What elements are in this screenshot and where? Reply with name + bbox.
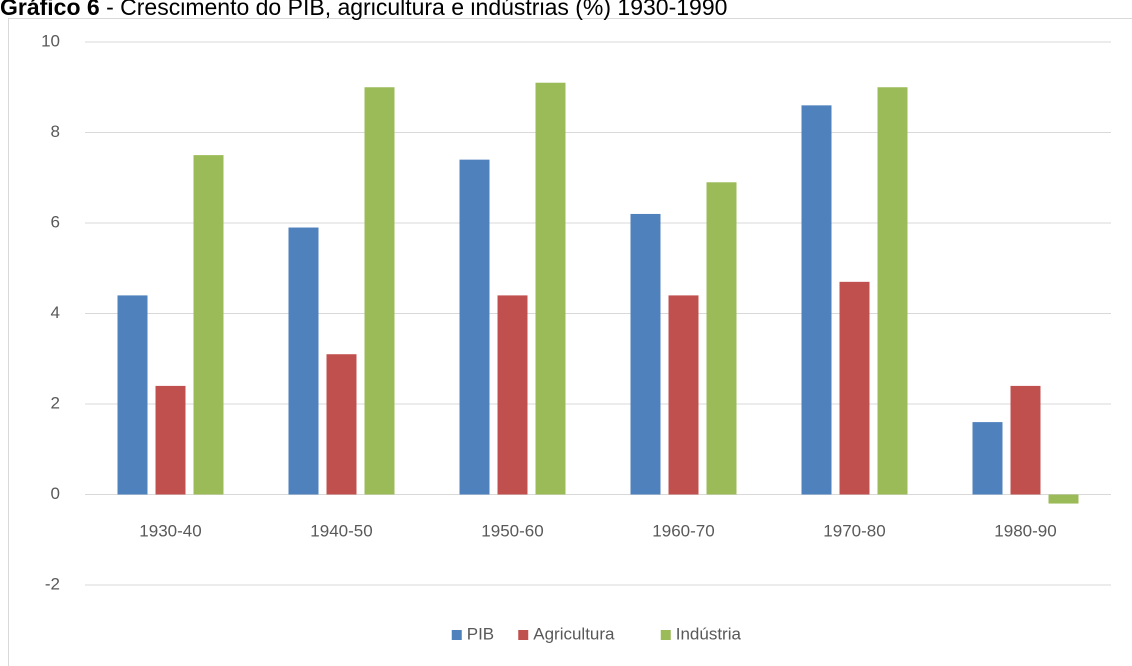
legend-swatch: [451, 630, 462, 640]
bar: [1010, 385, 1041, 495]
legend-label: Agricultura: [533, 624, 615, 643]
x-tick-label: 1940-50: [310, 521, 372, 540]
bar: [972, 422, 1003, 495]
y-tick-label: 2: [51, 393, 60, 412]
bar: [706, 182, 737, 495]
bar: [326, 354, 357, 495]
legend-label: PIB: [467, 624, 494, 643]
chart-title: Gráfico 6 - Crescimento do PIB, agricult…: [0, 0, 727, 20]
bar: [1048, 494, 1079, 504]
legend-label: Indústria: [676, 624, 742, 643]
bar: [839, 281, 870, 495]
bar: [668, 295, 699, 495]
title-label: Gráfico 6: [0, 0, 100, 20]
bar: [497, 295, 528, 495]
bar: [630, 213, 661, 495]
x-tick-label: 1980-90: [994, 521, 1056, 540]
x-tick-label: 1970-80: [823, 521, 885, 540]
bar: [155, 385, 186, 495]
bar: [459, 159, 490, 495]
bar: [877, 87, 908, 495]
bar: [364, 87, 395, 495]
bar: [117, 295, 148, 495]
x-tick-label: 1960-70: [652, 521, 714, 540]
chart-border: [8, 18, 1132, 666]
y-tick-label: 10: [41, 31, 60, 50]
y-tick-label: 8: [51, 122, 60, 141]
y-tick-label: 6: [51, 212, 60, 231]
bar: [288, 227, 319, 495]
x-tick-label: 1930-40: [139, 521, 201, 540]
legend-swatch: [518, 630, 529, 640]
y-tick-label: -2: [45, 574, 60, 593]
x-tick-label: 1950-60: [481, 521, 543, 540]
bar: [193, 155, 224, 495]
title-text: - Crescimento do PIB, agricultura e indú…: [100, 0, 728, 20]
legend-swatch: [660, 630, 671, 640]
bar: [801, 105, 832, 495]
y-tick-label: 4: [51, 303, 60, 322]
bar: [535, 82, 566, 495]
y-tick-label: 0: [51, 484, 60, 503]
